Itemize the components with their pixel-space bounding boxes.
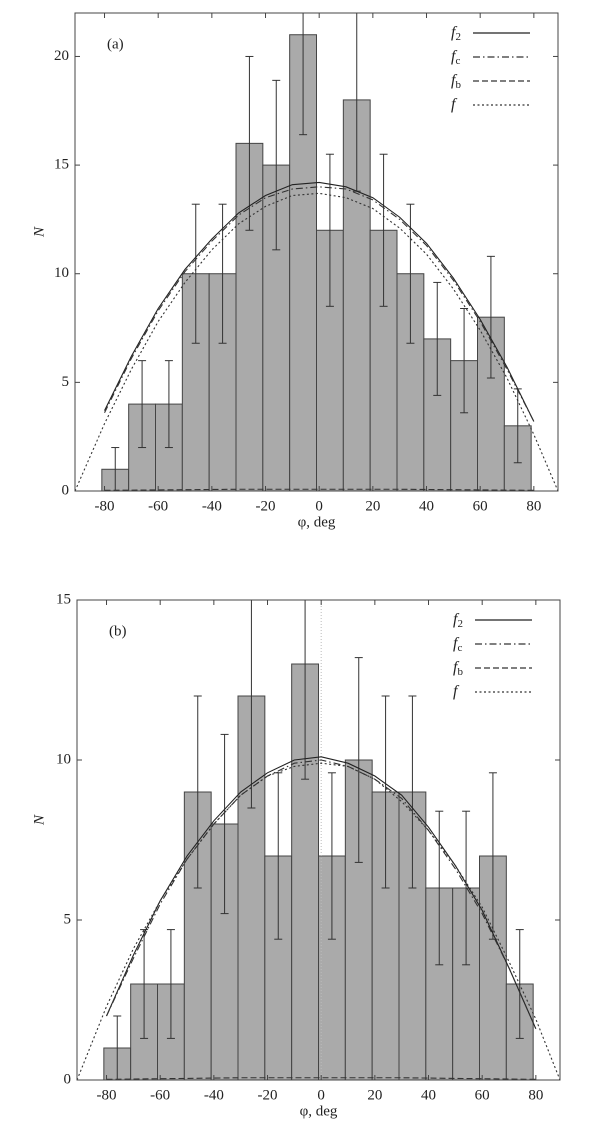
legend-subscript: 2 [457,618,463,630]
x-tick-label: -20 [258,1087,278,1103]
legend-symbol: f [453,611,460,628]
x-tick-label: -80 [95,498,115,514]
legend-subscript: c [455,55,460,67]
y-tick-label: 10 [56,751,71,767]
legend-subscript: b [455,79,461,91]
legend-label: f2 [453,611,463,630]
legend-symbol: f [451,24,458,41]
legend-symbol: f [451,48,458,65]
fit-curve [104,181,535,422]
y-tick-label: 0 [64,1071,72,1087]
x-tick-label: 0 [315,498,323,514]
y-axis-label: N [31,226,47,238]
x-tick-label: 60 [473,498,488,514]
x-tick-label: 80 [528,1087,543,1103]
x-tick-label: 0 [317,1087,325,1103]
frame [74,12,559,492]
legend-label: f [451,96,458,113]
x-axis-label: φ, deg [300,1103,338,1119]
legend-subscript: 2 [455,31,461,43]
y-tick-label: 15 [54,157,69,173]
legend-label: fc [451,48,460,67]
legend-label: fb [453,659,463,678]
x-tick-label: 20 [365,498,380,514]
x-tick-label: 60 [475,1087,490,1103]
legend-label: fb [451,72,461,91]
plot [77,600,560,1080]
panel-label: (a) [107,36,124,52]
fit-curve [106,759,537,1030]
x-tick-label: -80 [97,1087,117,1103]
y-tick-label: 10 [54,265,69,281]
x-tick-label: -60 [148,498,168,514]
y-tick-label: 5 [62,374,70,390]
legend-symbol: f [451,72,458,89]
frame [76,599,561,1081]
y-tick-label: 0 [62,482,70,498]
x-tick-label: -40 [202,498,222,514]
x-tick-label: -20 [256,498,276,514]
legend-subscript: c [457,642,462,654]
y-axis-label: N [31,814,47,826]
x-tick-label: -40 [204,1087,224,1103]
x-tick-label: -60 [150,1087,170,1103]
x-tick-label: 20 [367,1087,382,1103]
y-tick-label: 5 [64,911,72,927]
legend-symbol: f [453,659,460,676]
legend-symbol: f [451,96,458,113]
plot [75,13,558,491]
panel-label: (b) [109,623,127,639]
legend-label: f2 [451,24,461,43]
legend-label: f [453,683,460,700]
legend-symbol: f [453,683,460,700]
fit-curve [106,756,537,1030]
legend-symbol: f [453,635,460,652]
x-tick-label: 80 [526,498,541,514]
x-tick-label: 40 [421,1087,436,1103]
fit-curve [77,762,560,1080]
x-axis-label: φ, deg [298,514,336,530]
y-tick-label: 15 [56,591,71,607]
x-tick-label: 40 [419,498,434,514]
fit-curve [104,186,535,422]
y-tick-label: 20 [54,48,69,64]
legend-subscript: b [457,666,463,678]
legend-label: fc [453,635,462,654]
